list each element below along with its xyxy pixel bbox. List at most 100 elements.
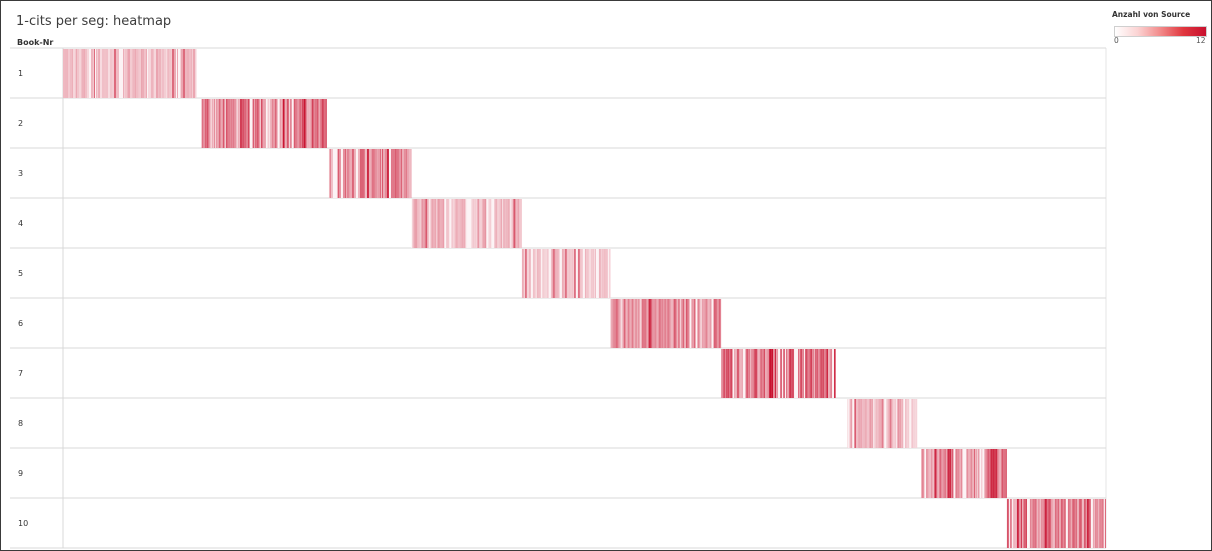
heat-cell-book-6 (620, 299, 622, 348)
heat-cell-book-2 (299, 99, 301, 148)
heat-cell-book-1 (102, 49, 104, 98)
heat-cell-book-10 (1092, 499, 1094, 548)
heat-cell-book-6 (637, 299, 640, 348)
heat-cell-book-5 (585, 249, 587, 298)
heat-cell-book-2 (262, 99, 265, 148)
heat-cell-book-3 (361, 149, 364, 198)
heat-cell-book-8 (878, 399, 881, 448)
heat-cell-book-8 (892, 399, 894, 448)
heat-cell-book-1 (89, 49, 91, 98)
heat-cell-book-1 (106, 49, 108, 98)
heat-cell-book-9 (970, 449, 973, 498)
heat-cell-book-2 (242, 99, 245, 148)
heat-cell-book-4 (411, 199, 413, 248)
heat-cell-book-4 (440, 199, 443, 248)
heat-cell-book-10 (1075, 499, 1077, 548)
heat-cell-book-7 (764, 349, 766, 398)
row-label-10: 10 (18, 519, 28, 528)
heat-cell-book-7 (826, 349, 828, 398)
heat-cell-book-10 (1020, 499, 1022, 548)
heat-cell-book-1 (125, 49, 127, 98)
heat-cell-book-1 (112, 49, 114, 98)
heat-cell-book-3 (342, 149, 345, 198)
heat-cell-book-8 (873, 399, 875, 448)
heat-cell-book-4 (507, 199, 510, 248)
heat-cell-book-1 (183, 49, 185, 98)
heat-cell-book-1 (178, 49, 180, 98)
heat-cell-book-2 (287, 99, 289, 148)
heat-cell-book-10 (1055, 499, 1058, 548)
heat-cell-book-8 (859, 399, 861, 448)
heat-cell-book-2 (277, 99, 280, 148)
heat-cell-book-5 (548, 249, 551, 298)
heat-cell-book-3 (351, 149, 354, 198)
heat-cell-book-8 (915, 399, 918, 448)
heat-cell-book-7 (778, 349, 781, 398)
heat-cell-book-5 (530, 249, 533, 298)
heat-cell-book-7 (800, 349, 803, 398)
heat-cell-book-6 (718, 299, 721, 348)
heat-cell-book-1 (133, 49, 135, 98)
heat-cell-book-7 (730, 349, 733, 398)
heat-cell-book-10 (1094, 499, 1097, 548)
heat-cell-book-2 (267, 99, 269, 148)
heat-cell-book-4 (447, 199, 449, 248)
heat-cell-book-2 (265, 99, 268, 148)
heat-cell-book-6 (675, 299, 677, 348)
heat-cell-book-6 (645, 299, 647, 348)
heat-cell-book-6 (703, 299, 706, 348)
heat-cell-book-2 (318, 99, 320, 148)
heat-cell-book-5 (534, 249, 536, 298)
row-label-6: 6 (18, 319, 23, 328)
heat-cell-book-6 (635, 299, 637, 348)
heat-cell-book-7 (785, 349, 787, 398)
heat-cell-book-9 (992, 449, 995, 498)
heat-cell-book-8 (889, 399, 891, 448)
chart-title: 1-cits per seg: heatmap (16, 14, 172, 29)
heat-cell-book-8 (906, 399, 908, 448)
heat-cell-book-8 (877, 399, 879, 448)
heat-cell-book-9 (994, 449, 996, 498)
heat-cell-book-3 (406, 149, 409, 198)
heat-cell-book-6 (613, 299, 616, 348)
heat-cell-book-1 (159, 49, 161, 98)
heat-cell-book-1 (104, 49, 106, 98)
heat-cell-book-3 (398, 149, 401, 198)
heat-cell-book-6 (653, 299, 655, 348)
heat-cell-book-10 (1083, 499, 1086, 548)
heat-cell-book-5 (598, 249, 601, 298)
heat-cell-book-8 (909, 399, 912, 448)
heat-cell-book-4 (469, 199, 472, 248)
heat-cell-book-1 (168, 49, 169, 98)
heat-cell-book-9 (953, 449, 956, 498)
heat-cell-book-7 (782, 349, 784, 398)
heat-cell-book-7 (725, 349, 727, 398)
heat-cell-book-9 (964, 449, 967, 498)
heat-cell-book-9 (943, 449, 945, 498)
heat-cell-book-5 (524, 249, 527, 298)
heat-cell-book-1 (144, 49, 146, 98)
heat-cell-book-3 (348, 149, 350, 198)
row-label-3: 3 (18, 169, 23, 178)
heat-cell-book-7 (777, 349, 779, 398)
heat-cell-book-3 (374, 149, 377, 198)
heat-cell-book-4 (437, 199, 440, 248)
heat-cell-book-10 (1086, 499, 1089, 548)
heat-cell-book-1 (95, 49, 96, 98)
heat-cell-book-1 (177, 49, 178, 98)
heat-cell-book-5 (547, 249, 549, 298)
heat-cell-book-4 (444, 199, 447, 248)
heat-cell-book-5 (566, 249, 569, 298)
heat-cell-book-9 (921, 449, 924, 498)
heat-cell-book-1 (76, 49, 77, 98)
heat-cell-book-2 (289, 99, 291, 148)
heat-cell-book-8 (890, 399, 892, 448)
heat-cell-book-1 (185, 49, 187, 98)
heat-cell-book-3 (390, 149, 393, 198)
heat-cell-book-10 (1018, 499, 1021, 548)
heat-cell-book-5 (584, 249, 586, 298)
heat-cell-book-7 (735, 349, 738, 398)
heat-cell-book-4 (412, 199, 415, 248)
heat-cell-book-10 (1022, 499, 1024, 548)
